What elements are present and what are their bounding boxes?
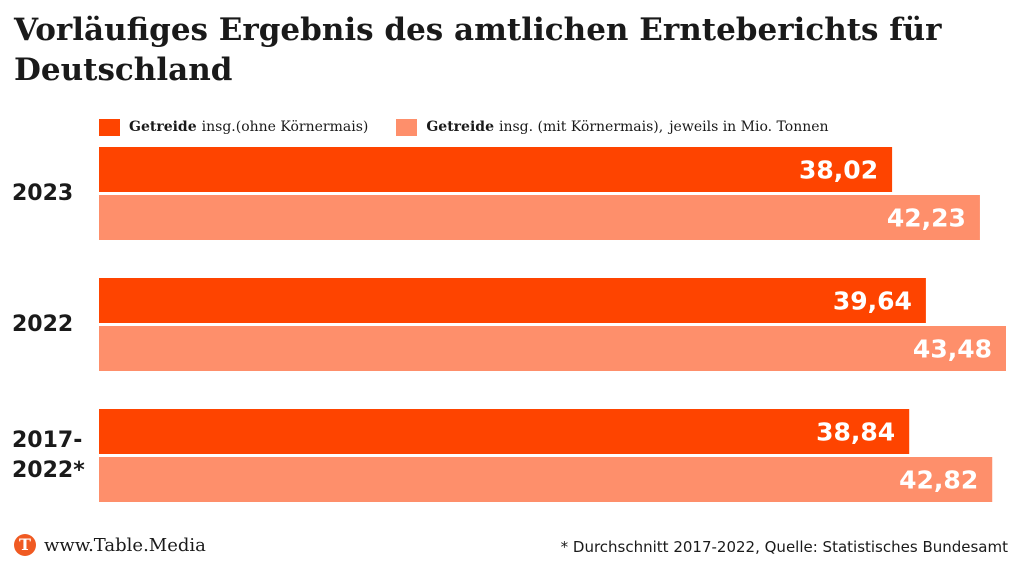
legend-label-rest: insg.(ohne Körnermais): [201, 119, 369, 135]
bar-2022-series-0: [99, 278, 926, 323]
bar-value-label: 42,23: [887, 204, 966, 233]
legend-label-rest: insg. (mit Körnermais),: [498, 119, 664, 135]
bar-value-label: 42,82: [899, 466, 978, 495]
category-label: 2017- 2022*: [12, 426, 94, 486]
source-note: * Durchschnitt 2017-2022, Quelle: Statis…: [560, 538, 1008, 556]
bar-value-label: 38,02: [799, 156, 878, 185]
category-label-line: 2023: [12, 180, 74, 206]
category-label-line: 2022: [12, 311, 74, 337]
legend-item-ohne-koernermais: Getreide insg.(ohne Körnermais): [99, 118, 374, 136]
bar-value-label: 43,48: [913, 335, 992, 364]
bar-2023-series-1: [99, 195, 980, 240]
category-label: 2023: [12, 179, 94, 209]
bar-2023-series-0: [99, 147, 893, 192]
bar-value-label: 38,84: [816, 418, 895, 447]
legend-swatch-dark: [99, 118, 120, 136]
category-label: 2022: [12, 310, 94, 340]
legend: Getreide insg.(ohne Körnermais) Getreide…: [99, 117, 829, 137]
legend-item-mit-koernermais: Getreide insg. (mit Körnermais), jeweils…: [396, 118, 829, 136]
bar-2022-series-1: [99, 326, 1006, 371]
category-label-line: 2017-: [12, 427, 83, 453]
bar-2017-2022--series-1: [99, 457, 993, 502]
legend-unit-note: jeweils in Mio. Tonnen: [669, 119, 829, 135]
footer-logo: T www.Table.Media: [14, 534, 206, 556]
legend-swatch-light: [396, 118, 418, 136]
category-label-line: 2022*: [12, 457, 85, 483]
bar-2017-2022--series-0: [99, 409, 910, 454]
bar-value-label: 39,64: [833, 287, 912, 316]
chart-title: Vorläufiges Ergebnis des amtlichen Ernte…: [14, 12, 942, 88]
legend-label-strong: Getreide: [426, 119, 494, 135]
table-media-logo-icon: T: [14, 534, 36, 556]
website-url: www.Table.Media: [44, 534, 206, 556]
legend-label-strong: Getreide: [129, 119, 197, 135]
